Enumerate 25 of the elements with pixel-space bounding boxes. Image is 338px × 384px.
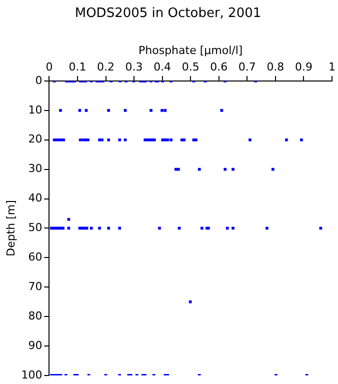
x-tick-label: 0.7 [238,60,256,74]
y-tick-label: 30 [28,162,42,176]
y-tick-label: 60 [28,250,42,264]
x-tick-label: 0.5 [182,60,200,74]
y-tick-label: 10 [28,103,42,116]
y-tick-label: 80 [28,309,42,322]
y-axis-title: Depth [m] [4,200,18,256]
y-tick-label: 70 [28,280,42,293]
x-axis-title: Phosphate [µmol/l] [138,44,243,58]
x-tick-label: 0.6 [210,60,228,74]
y-tick-label: 90 [28,338,42,352]
x-tick-label: 0.1 [68,60,86,74]
y-tick-label: 40 [28,192,42,205]
y-tick-label: 50 [28,221,42,234]
x-tick-label: 0.9 [294,60,312,74]
y-tick-label: 0 [35,74,42,87]
x-tick-label: 0.2 [97,60,115,74]
x-tick-label: 0 [46,60,53,74]
y-tick-label: 100 [21,368,42,382]
x-tick-label: 1 [328,60,336,74]
x-tick-label: 0.4 [154,60,172,74]
y-tick-label: 20 [28,132,42,146]
x-tick-label: 0.3 [125,60,143,74]
chart-title: MODS2005 in October, 2001 [74,6,262,22]
x-tick-label: 0.8 [266,60,284,74]
